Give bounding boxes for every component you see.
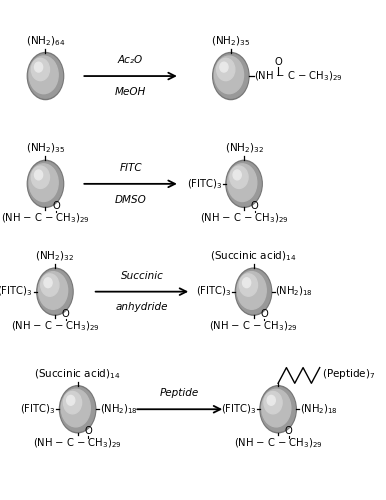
Ellipse shape (61, 390, 90, 427)
Ellipse shape (237, 272, 266, 310)
Text: (NH $-$ C $-$ CH$_3$)$_{29}$: (NH $-$ C $-$ CH$_3$)$_{29}$ (1, 212, 90, 225)
Ellipse shape (260, 386, 296, 433)
Text: (Succinic acid)$_{14}$: (Succinic acid)$_{14}$ (34, 367, 121, 381)
Text: (NH$_2$)$_{35}$: (NH$_2$)$_{35}$ (26, 142, 65, 156)
Text: O: O (274, 57, 283, 67)
Ellipse shape (237, 270, 271, 314)
Text: O: O (85, 426, 92, 436)
Ellipse shape (226, 160, 262, 208)
Ellipse shape (220, 62, 228, 72)
Ellipse shape (39, 272, 68, 310)
Ellipse shape (233, 170, 241, 180)
Ellipse shape (34, 62, 43, 72)
Text: (FITC)$_3$: (FITC)$_3$ (196, 285, 232, 298)
Text: (NH$_2$)$_{32}$: (NH$_2$)$_{32}$ (225, 142, 264, 156)
Text: (NH $-$ C $-$ CH$_3$)$_{29}$: (NH $-$ C $-$ CH$_3$)$_{29}$ (200, 212, 288, 225)
Text: (NH$_2$)$_{18}$: (NH$_2$)$_{18}$ (300, 402, 338, 416)
Text: (Succinic acid)$_{14}$: (Succinic acid)$_{14}$ (210, 250, 297, 263)
Ellipse shape (59, 386, 96, 433)
Ellipse shape (264, 392, 282, 414)
Text: FITC: FITC (119, 163, 142, 173)
Ellipse shape (38, 270, 72, 314)
Ellipse shape (31, 166, 49, 188)
Text: (NH$_2$)$_{35}$: (NH$_2$)$_{35}$ (212, 34, 250, 48)
Text: (FITC)$_3$: (FITC)$_3$ (0, 285, 33, 298)
Ellipse shape (31, 58, 49, 80)
Text: (NH $-$ C $-$ CH$_3$)$_{29}$: (NH $-$ C $-$ CH$_3$)$_{29}$ (209, 319, 298, 332)
Ellipse shape (242, 278, 251, 287)
Text: (FITC)$_3$: (FITC)$_3$ (220, 402, 256, 416)
Text: O: O (52, 201, 60, 211)
Text: (FITC)$_3$: (FITC)$_3$ (186, 177, 222, 190)
Ellipse shape (239, 274, 257, 296)
Text: Succinic: Succinic (120, 271, 163, 281)
Text: O: O (260, 308, 268, 318)
Ellipse shape (29, 164, 58, 202)
Ellipse shape (29, 162, 63, 206)
Ellipse shape (63, 392, 81, 414)
Text: O: O (251, 201, 259, 211)
Text: (NH $-$ C $-$ CH$_3$)$_{29}$: (NH $-$ C $-$ CH$_3$)$_{29}$ (33, 436, 122, 450)
Ellipse shape (214, 54, 248, 98)
Ellipse shape (217, 58, 235, 80)
Text: MeOH: MeOH (115, 87, 146, 97)
Ellipse shape (228, 164, 257, 202)
Text: (Peptide)$_7$: (Peptide)$_7$ (322, 367, 375, 381)
Ellipse shape (215, 56, 244, 94)
Text: (NH $-$ C $-$ CH$_3$)$_{29}$: (NH $-$ C $-$ CH$_3$)$_{29}$ (254, 69, 343, 83)
Text: Ac₂O: Ac₂O (118, 56, 143, 66)
Ellipse shape (227, 162, 261, 206)
Text: DMSO: DMSO (115, 194, 146, 204)
Ellipse shape (29, 54, 63, 98)
Text: (NH $-$ C $-$ CH$_3$)$_{29}$: (NH $-$ C $-$ CH$_3$)$_{29}$ (234, 436, 322, 450)
Ellipse shape (27, 52, 64, 100)
Ellipse shape (27, 160, 64, 208)
Text: O: O (62, 308, 69, 318)
Text: (NH $-$ C $-$ CH$_3$)$_{29}$: (NH $-$ C $-$ CH$_3$)$_{29}$ (10, 319, 99, 332)
Ellipse shape (67, 396, 75, 406)
Ellipse shape (213, 52, 249, 100)
Ellipse shape (235, 268, 272, 315)
Text: (NH$_2$)$_{64}$: (NH$_2$)$_{64}$ (26, 34, 65, 48)
Text: Peptide: Peptide (160, 388, 200, 398)
Ellipse shape (29, 56, 58, 94)
Text: O: O (285, 426, 293, 436)
Ellipse shape (44, 278, 52, 287)
Text: anhydride: anhydride (116, 302, 168, 312)
Ellipse shape (41, 274, 59, 296)
Text: (NH$_2$)$_{18}$: (NH$_2$)$_{18}$ (100, 402, 137, 416)
Ellipse shape (262, 390, 291, 427)
Ellipse shape (261, 387, 295, 432)
Ellipse shape (267, 396, 275, 406)
Ellipse shape (37, 268, 73, 315)
Text: (NH$_2$)$_{32}$: (NH$_2$)$_{32}$ (36, 250, 74, 263)
Ellipse shape (61, 387, 95, 432)
Text: (FITC)$_3$: (FITC)$_3$ (20, 402, 56, 416)
Ellipse shape (230, 166, 248, 188)
Text: (NH$_2$)$_{18}$: (NH$_2$)$_{18}$ (276, 285, 313, 298)
Ellipse shape (34, 170, 43, 180)
